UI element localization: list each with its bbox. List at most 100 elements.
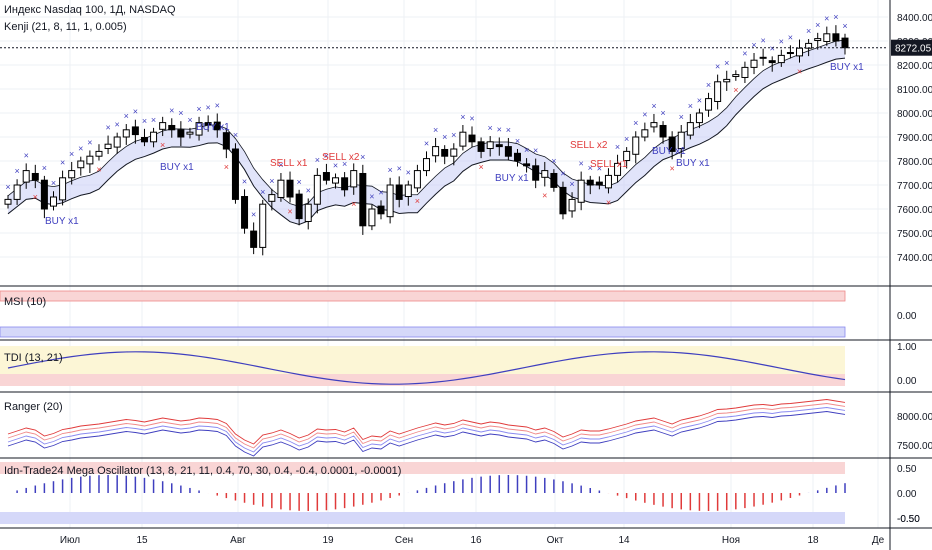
kenji-cloud (8, 40, 845, 225)
signal-marker: × (315, 155, 320, 165)
signal-marker: × (597, 163, 602, 173)
signal-marker: × (287, 207, 292, 217)
candle (668, 136, 676, 152)
mega-tick-label: -0.50 (897, 514, 920, 525)
candle (786, 52, 794, 55)
signal-marker: × (342, 159, 347, 169)
signal-marker: × (706, 80, 711, 90)
candle (268, 194, 276, 202)
signal-marker: × (515, 136, 520, 146)
price-tick-label: 7700.00 (897, 181, 932, 192)
candle (40, 179, 48, 210)
candle (732, 74, 740, 78)
signal-marker: × (488, 123, 493, 133)
signal-marker: × (770, 43, 775, 53)
candle (768, 60, 776, 64)
candle (231, 148, 239, 200)
candle (122, 129, 130, 138)
candle (95, 150, 103, 157)
candle (295, 193, 303, 220)
price-tick-label: 8100.00 (897, 85, 932, 96)
tdi-band-top (0, 346, 845, 356)
candle (777, 54, 785, 64)
candle (659, 124, 667, 138)
signal-marker: × (196, 104, 201, 114)
candle (250, 230, 258, 248)
x-tick-label: 18 (807, 535, 819, 546)
signal-marker: × (797, 67, 802, 77)
candle (322, 172, 330, 181)
candle (641, 129, 649, 138)
candle (559, 186, 567, 215)
signal-marker: × (533, 146, 538, 156)
signal-marker: × (451, 130, 456, 140)
msi-tick-label: 0.00 (897, 311, 917, 322)
candle (513, 152, 521, 162)
price-tick-label: 7600.00 (897, 205, 932, 216)
candle (814, 38, 822, 42)
signal-marker: × (442, 132, 447, 142)
x-tick-label: 19 (322, 535, 334, 546)
mega-pane-label: Idn-Trade24 Mega Oscillator (13, 8, 21, … (4, 465, 402, 477)
signal-label: BUY x1 (676, 158, 710, 169)
price-tick-label: 7500.00 (897, 229, 932, 240)
signal-marker: × (660, 108, 665, 118)
candle (432, 146, 440, 157)
candle (113, 136, 121, 148)
signal-marker: × (506, 125, 511, 135)
candle (623, 150, 631, 162)
tdi-pane-label: TDI (13, 21) (4, 352, 63, 364)
candle (523, 163, 531, 167)
signal-marker: × (697, 96, 702, 106)
candle (140, 136, 148, 143)
indicator-label: Kenji (21, 8, 11, 1, 0.005) (4, 21, 127, 33)
ranger-tick-label: 8000.00 (897, 412, 932, 423)
candle (532, 165, 540, 181)
signal-label: BUY x1 (652, 146, 686, 157)
candle (377, 205, 385, 215)
ranger-pane-label: Ranger (20) (4, 401, 63, 413)
signal-label: BUY x1 (196, 122, 230, 133)
candle (595, 181, 603, 186)
candle (577, 179, 585, 203)
candle (741, 66, 749, 78)
signal-marker: × (615, 142, 620, 152)
signal-marker: × (779, 37, 784, 47)
ranger-tick-label: 7500.00 (897, 441, 932, 452)
signal-marker: × (460, 112, 465, 122)
signal-marker: × (824, 14, 829, 24)
x-tick-label: 14 (618, 535, 630, 546)
current-price-badge (891, 39, 932, 56)
signal-marker: × (415, 196, 420, 206)
signal-marker: × (260, 187, 265, 197)
candle (59, 177, 67, 201)
chart-title: Индекс Nasdaq 100, 1Д, NASDAQ (4, 4, 176, 16)
signal-marker: × (24, 150, 29, 160)
signal-marker: × (105, 123, 110, 133)
candle (477, 141, 485, 152)
signal-marker: × (497, 124, 502, 134)
ranger-line (7, 399, 846, 445)
candle (723, 78, 731, 83)
signal-marker: × (397, 163, 402, 173)
candle (568, 198, 576, 212)
signal-marker: × (369, 192, 374, 202)
candle (686, 122, 694, 136)
signal-marker: × (387, 165, 392, 175)
candle (695, 112, 703, 124)
candle (332, 177, 340, 184)
signal-marker: × (670, 163, 675, 173)
candles: × × × × × × × × × × × × × × × × × × × × × × × × × × × × × × × × × × × × × × × ×… (4, 12, 849, 256)
mega-tick-label: 0.00 (897, 489, 917, 500)
ranger-line (7, 411, 846, 457)
signal-marker: × (742, 49, 747, 59)
msi-oversold-zone (0, 326, 846, 338)
signal-marker: × (206, 102, 211, 112)
candle (286, 179, 294, 198)
signal-marker: × (96, 165, 101, 175)
candle (195, 122, 203, 136)
candle (68, 170, 76, 179)
candle (313, 174, 321, 205)
candle (450, 148, 458, 157)
